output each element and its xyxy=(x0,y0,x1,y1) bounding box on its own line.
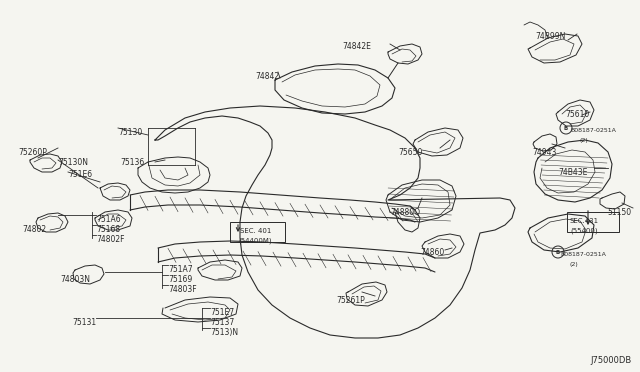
Text: 7513)N: 7513)N xyxy=(210,328,238,337)
Text: 75610: 75610 xyxy=(565,110,589,119)
Bar xyxy=(230,222,285,242)
Text: 74842E: 74842E xyxy=(342,42,371,51)
Text: 74803F: 74803F xyxy=(168,285,196,294)
Text: (2): (2) xyxy=(570,262,579,267)
Text: 74880Q: 74880Q xyxy=(390,208,420,217)
Text: (2): (2) xyxy=(580,138,589,143)
Text: 74B43E: 74B43E xyxy=(558,168,588,177)
Text: (54400M): (54400M) xyxy=(238,238,271,244)
Text: SEC. 401: SEC. 401 xyxy=(240,228,271,234)
Text: 74802: 74802 xyxy=(22,225,46,234)
Text: 75137: 75137 xyxy=(210,318,234,327)
Text: 75130N: 75130N xyxy=(58,158,88,167)
Text: 75650: 75650 xyxy=(398,148,422,157)
Text: B: B xyxy=(556,250,560,254)
Text: SEC.431: SEC.431 xyxy=(570,218,599,224)
Text: 75136: 75136 xyxy=(120,158,144,167)
Bar xyxy=(567,212,619,232)
Text: 75131: 75131 xyxy=(72,318,96,327)
Text: 75168: 75168 xyxy=(96,225,120,234)
Text: 751E6: 751E6 xyxy=(68,170,92,179)
Text: 751A6: 751A6 xyxy=(96,215,120,224)
Text: 75169: 75169 xyxy=(168,275,192,284)
Text: 74B99N: 74B99N xyxy=(535,32,565,41)
Text: J75000DB: J75000DB xyxy=(590,356,631,365)
Text: 751E7: 751E7 xyxy=(210,308,234,317)
Text: 74803N: 74803N xyxy=(60,275,90,284)
Text: 51150: 51150 xyxy=(607,208,631,217)
Text: 75130: 75130 xyxy=(118,128,142,137)
Text: 74943: 74943 xyxy=(532,148,556,157)
Text: 74860: 74860 xyxy=(420,248,444,257)
Text: B08187-0251A: B08187-0251A xyxy=(560,252,606,257)
Text: 74842: 74842 xyxy=(255,72,279,81)
Text: 75260P: 75260P xyxy=(18,148,47,157)
Text: 74802F: 74802F xyxy=(96,235,125,244)
Text: B08187-0251A: B08187-0251A xyxy=(570,128,616,133)
Text: 751A7: 751A7 xyxy=(168,265,193,274)
Text: 75261P: 75261P xyxy=(336,296,365,305)
Text: (55400): (55400) xyxy=(570,228,598,234)
Text: B: B xyxy=(564,125,568,131)
